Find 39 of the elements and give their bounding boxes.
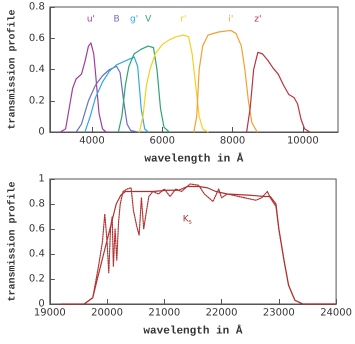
y-tick-label: 0.2: [28, 274, 45, 284]
line-series: [193, 30, 258, 133]
text: z': [254, 14, 262, 24]
x-axis-title: wavelength in Å: [143, 324, 243, 338]
x-tick-label: 10000: [286, 136, 319, 146]
y-axis-title: transmission profile: [6, 9, 18, 130]
text: u': [86, 14, 96, 24]
y-tick-label: 0: [38, 298, 45, 310]
x-tick-label: 6000: [150, 136, 175, 146]
line-series: [60, 42, 110, 133]
x-tick-label: 23000: [262, 308, 295, 318]
y-tick-label: 0.6: [28, 32, 45, 44]
y-tick-label: 0.4: [28, 64, 45, 75]
x-tick-label: 20000: [91, 308, 123, 318]
series-label: r': [180, 14, 186, 24]
x-tick-label: 8000: [220, 136, 246, 146]
y-tick-label: 0.2: [28, 95, 45, 106]
series-label: i': [228, 14, 234, 24]
x-axis-title: wavelength in Å: [144, 152, 244, 166]
x-tick-label: 24000: [320, 308, 352, 318]
x-tick-label: 19000: [34, 308, 66, 318]
y-axis-title: transmission profile: [6, 181, 18, 302]
line-series: [76, 66, 138, 133]
y-tick-label: 0: [38, 126, 45, 138]
text: V: [145, 14, 152, 24]
line-series: [138, 34, 209, 133]
line-series: [84, 56, 149, 133]
y-tick-label: 0.8: [28, 2, 45, 12]
x-tick-label: 4000: [79, 136, 105, 146]
y-tick-label: 1: [38, 174, 45, 184]
x-tick-label: 21000: [148, 308, 180, 318]
y-tick-label: 0.4: [28, 248, 45, 260]
text: B: [113, 14, 120, 24]
line-series: [118, 45, 170, 133]
text: g': [130, 14, 138, 24]
y-tick-label: 0.6: [28, 224, 45, 234]
y-tick-label: 0.8: [28, 198, 45, 210]
x-tick-label: 22000: [206, 308, 238, 318]
line-series: [246, 52, 310, 133]
